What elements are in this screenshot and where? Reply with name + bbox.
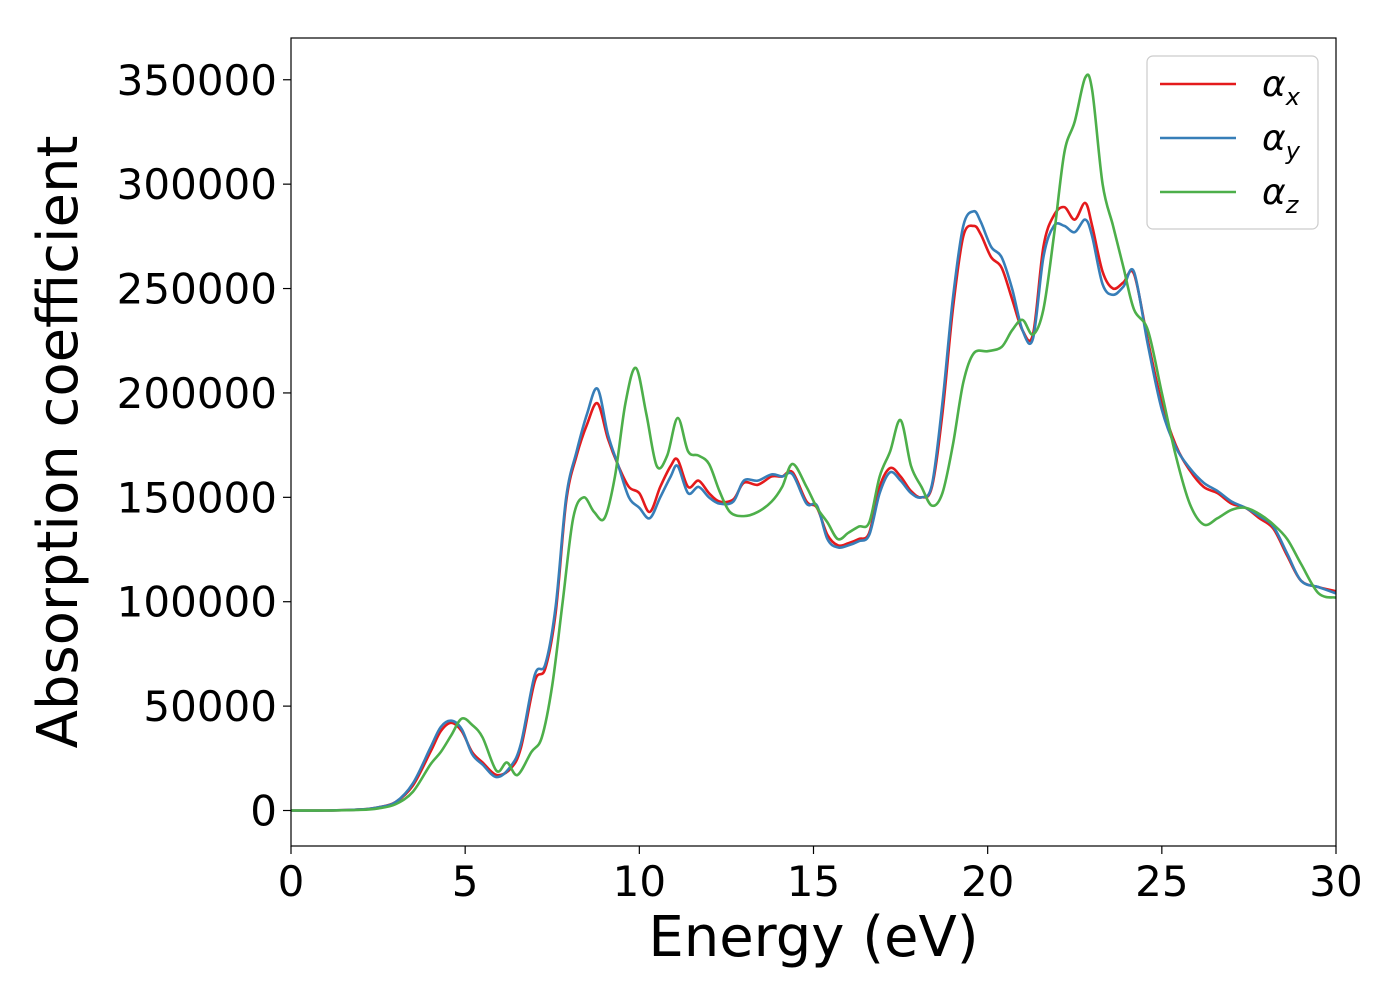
legend-subscript: z <box>1285 191 1300 219</box>
x-tick-label: 30 <box>1309 857 1362 906</box>
series-line-alpha-z <box>290 73 1337 812</box>
y-tick-label: 200000 <box>117 369 277 418</box>
y-tick-label: 50000 <box>143 682 277 731</box>
y-tick-label: 250000 <box>117 265 277 314</box>
y-tick-label: 100000 <box>117 578 277 627</box>
x-axis: 0 5 10 15 20 25 30 <box>278 846 1363 906</box>
legend-subscript: y <box>1285 137 1301 165</box>
legend-label-alpha-y: αy <box>1262 118 1301 165</box>
x-tick-label: 20 <box>961 857 1014 906</box>
y-tick-label: 150000 <box>117 473 277 522</box>
x-tick-label: 0 <box>278 857 305 906</box>
x-tick-label: 15 <box>787 857 840 906</box>
y-tick-label: 350000 <box>117 56 277 105</box>
series-line-alpha-y <box>290 209 1337 812</box>
x-axis-title: Energy (eV) <box>648 905 978 970</box>
y-axis: 0 50000 100000 150000 200000 250000 300000 3500… <box>117 56 291 836</box>
x-tick-label: 25 <box>1135 857 1188 906</box>
y-axis-title: Absorption coefficient <box>26 136 91 749</box>
y-tick-label: 0 <box>250 787 277 836</box>
series-layer <box>290 73 1337 812</box>
legend-box <box>1146 55 1319 230</box>
y-tick-label: 300000 <box>117 160 277 209</box>
x-tick-label: 5 <box>452 857 479 906</box>
legend-subscript: x <box>1285 83 1301 111</box>
x-tick-label: 10 <box>613 857 666 906</box>
